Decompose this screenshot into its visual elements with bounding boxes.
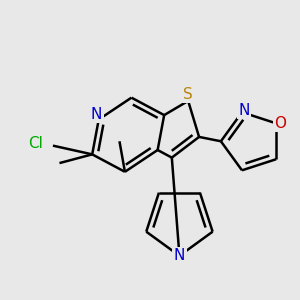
Text: Cl: Cl [28, 136, 43, 151]
Text: N: N [238, 103, 250, 118]
Text: S: S [183, 87, 193, 102]
Text: N: N [174, 248, 185, 263]
Text: O: O [274, 116, 286, 131]
Text: N: N [91, 106, 102, 122]
